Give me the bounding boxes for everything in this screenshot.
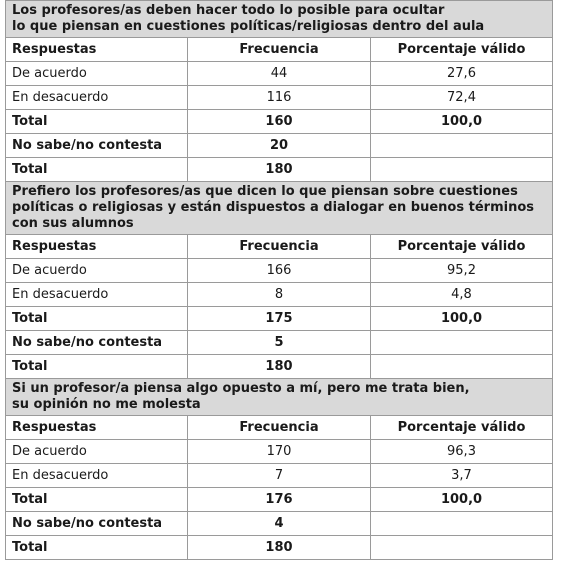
row-frequency: 175 [187, 306, 371, 331]
row-label: Total [5, 157, 188, 182]
table-row: De acuerdo 166 95,2 [5, 258, 553, 283]
header-porcentaje: Porcentaje válido [370, 415, 553, 440]
row-label: De acuerdo [5, 439, 188, 464]
section-1-header-row: Respuestas Frecuencia Porcentaje válido [5, 37, 553, 62]
table-row-grand-total: Total 180 [5, 535, 553, 560]
row-label: No sabe/no contesta [5, 133, 188, 158]
table-row: De acuerdo 44 27,6 [5, 61, 553, 86]
row-percent: 27,6 [370, 61, 553, 86]
row-frequency: 20 [187, 133, 371, 158]
header-frecuencia: Frecuencia [187, 37, 371, 62]
row-frequency: 180 [187, 157, 371, 182]
row-frequency: 176 [187, 487, 371, 512]
header-respuestas: Respuestas [5, 37, 188, 62]
row-frequency: 116 [187, 85, 371, 110]
row-percent: 96,3 [370, 439, 553, 464]
section-1-title-row: Los profesores/as deben hacer todo lo po… [5, 0, 553, 38]
header-porcentaje: Porcentaje válido [370, 37, 553, 62]
row-label: En desacuerdo [5, 85, 188, 110]
row-percent [370, 133, 553, 158]
table-row-no-answer: No sabe/no contesta 20 [5, 133, 553, 158]
table-row-grand-total: Total 180 [5, 157, 553, 182]
table-row: En desacuerdo 116 72,4 [5, 85, 553, 110]
section-3-title-row: Si un profesor/a piensa algo opuesto a m… [5, 378, 553, 416]
row-frequency: 44 [187, 61, 371, 86]
row-percent [370, 511, 553, 536]
row-label: Total [5, 487, 188, 512]
row-frequency: 180 [187, 354, 371, 379]
header-respuestas: Respuestas [5, 234, 188, 259]
table-row-no-answer: No sabe/no contesta 4 [5, 511, 553, 536]
row-percent [370, 157, 553, 182]
row-frequency: 166 [187, 258, 371, 283]
row-frequency: 4 [187, 511, 371, 536]
row-percent: 4,8 [370, 282, 553, 307]
section-3-header-row: Respuestas Frecuencia Porcentaje válido [5, 415, 553, 440]
section-2-title: Prefiero los profesores/as que dicen lo … [5, 181, 553, 235]
table-row-no-answer: No sabe/no contesta 5 [5, 330, 553, 355]
table-row-total: Total 175 100,0 [5, 306, 553, 331]
section-1-title: Los profesores/as deben hacer todo lo po… [5, 0, 553, 38]
row-label: En desacuerdo [5, 463, 188, 488]
table-row-grand-total: Total 180 [5, 354, 553, 379]
table-row: En desacuerdo 8 4,8 [5, 282, 553, 307]
row-frequency: 170 [187, 439, 371, 464]
row-frequency: 180 [187, 535, 371, 560]
table-row-total: Total 160 100,0 [5, 109, 553, 134]
row-frequency: 8 [187, 282, 371, 307]
frequency-table: Los profesores/as deben hacer todo lo po… [5, 0, 553, 560]
section-2-header-row: Respuestas Frecuencia Porcentaje válido [5, 234, 553, 259]
row-label: En desacuerdo [5, 282, 188, 307]
row-percent [370, 354, 553, 379]
row-frequency: 5 [187, 330, 371, 355]
row-frequency: 7 [187, 463, 371, 488]
row-label: De acuerdo [5, 61, 188, 86]
section-2-title-row: Prefiero los profesores/as que dicen lo … [5, 181, 553, 235]
table-row-total: Total 176 100,0 [5, 487, 553, 512]
row-frequency: 160 [187, 109, 371, 134]
table-row: En desacuerdo 7 3,7 [5, 463, 553, 488]
row-label: Total [5, 354, 188, 379]
header-frecuencia: Frecuencia [187, 415, 371, 440]
row-percent: 100,0 [370, 487, 553, 512]
row-percent: 95,2 [370, 258, 553, 283]
row-percent: 100,0 [370, 306, 553, 331]
row-percent: 3,7 [370, 463, 553, 488]
row-percent: 72,4 [370, 85, 553, 110]
row-label: Total [5, 535, 188, 560]
row-label: Total [5, 109, 188, 134]
row-label: No sabe/no contesta [5, 511, 188, 536]
row-percent [370, 330, 553, 355]
section-3-title: Si un profesor/a piensa algo opuesto a m… [5, 378, 553, 416]
row-label: De acuerdo [5, 258, 188, 283]
row-label: No sabe/no contesta [5, 330, 188, 355]
header-frecuencia: Frecuencia [187, 234, 371, 259]
row-percent [370, 535, 553, 560]
row-percent: 100,0 [370, 109, 553, 134]
header-respuestas: Respuestas [5, 415, 188, 440]
row-label: Total [5, 306, 188, 331]
table-row: De acuerdo 170 96,3 [5, 439, 553, 464]
header-porcentaje: Porcentaje válido [370, 234, 553, 259]
